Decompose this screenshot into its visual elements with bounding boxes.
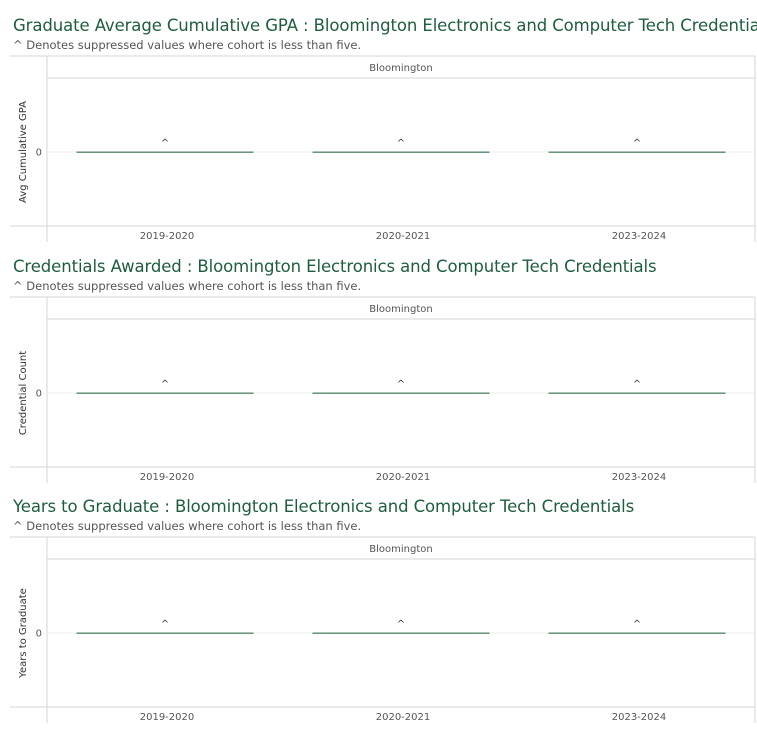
data-label: ^	[161, 619, 169, 630]
y-axis-title: Credential Count	[18, 351, 29, 435]
bar-mark	[76, 632, 254, 634]
data-label: ^	[633, 138, 641, 149]
panel-header: Bloomington	[369, 63, 432, 74]
x-tick-label: 2023-2024	[612, 231, 667, 242]
y-tick-label: 0	[36, 148, 42, 159]
chart-title: Graduate Average Cumulative GPA : Bloomi…	[13, 16, 757, 35]
chart-section-gpa: Graduate Average Cumulative GPA : Bloomi…	[0, 16, 757, 244]
bar-mark	[312, 632, 490, 634]
panel-header: Bloomington	[369, 544, 432, 555]
chart-note: ^ Denotes suppressed values where cohort…	[13, 38, 362, 52]
x-tick-label: 2020-2021	[376, 472, 431, 483]
y-axis-title: Years to Graduate	[18, 588, 29, 679]
x-tick-label: 2019-2020	[140, 231, 195, 242]
x-tick-label: 2020-2021	[376, 712, 431, 723]
bar-mark	[76, 392, 254, 394]
data-label: ^	[397, 138, 405, 149]
x-tick-label: 2023-2024	[612, 472, 667, 483]
chart-credentials: Bloomington 0 Credential Count ^ 2019-2020 ^ 2…	[10, 296, 756, 483]
bar-mark	[312, 392, 490, 394]
chart-note: ^ Denotes suppressed values where cohort…	[13, 279, 362, 293]
data-label: ^	[633, 379, 641, 390]
y-tick-label: 0	[36, 389, 42, 400]
panel-header: Bloomington	[369, 304, 432, 315]
bar-mark	[548, 151, 726, 153]
x-tick-label: 2019-2020	[140, 712, 195, 723]
bar-mark	[548, 392, 726, 394]
chart-note: ^ Denotes suppressed values where cohort…	[13, 519, 362, 533]
x-tick-label: 2019-2020	[140, 472, 195, 483]
bar-mark	[76, 151, 254, 153]
y-axis-title: Avg Cumulative GPA	[18, 101, 29, 203]
chart-section-credentials: Credentials Awarded : Bloomington Electr…	[0, 257, 757, 485]
data-label: ^	[161, 138, 169, 149]
x-tick-label: 2020-2021	[376, 231, 431, 242]
data-label: ^	[397, 619, 405, 630]
chart-section-years: Years to Graduate : Bloomington Electron…	[0, 497, 757, 725]
data-label: ^	[633, 619, 641, 630]
bar-mark	[312, 151, 490, 153]
chart-years: Bloomington 0 Years to Graduate ^ 2019-2020 ^…	[10, 536, 756, 723]
y-tick-label: 0	[36, 629, 42, 640]
chart-title: Years to Graduate : Bloomington Electron…	[13, 497, 635, 516]
data-label: ^	[397, 379, 405, 390]
bar-mark	[548, 632, 726, 634]
data-label: ^	[161, 379, 169, 390]
chart-gpa: Bloomington 0 Avg Cumulative GPA ^ 2019-2020…	[10, 55, 756, 242]
chart-title: Credentials Awarded : Bloomington Electr…	[13, 257, 657, 276]
x-tick-label: 2023-2024	[612, 712, 667, 723]
